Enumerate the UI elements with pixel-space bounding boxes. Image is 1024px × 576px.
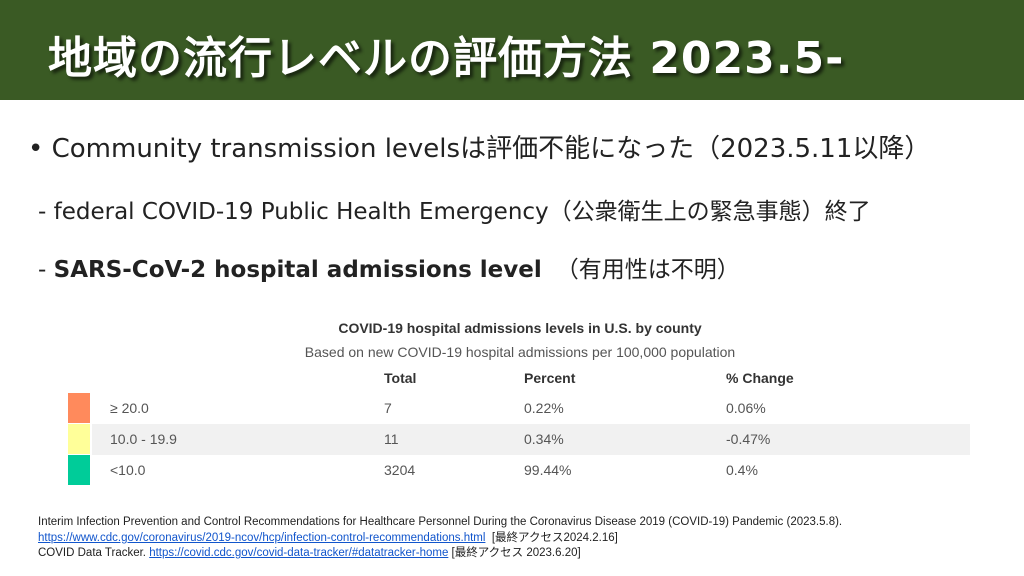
bullet-phe-end: - federal COVID-19 Public Health Emergen…: [38, 199, 871, 225]
ref2-text: COVID Data Tracker.: [38, 547, 150, 559]
cell-percent: 0.22%: [524, 400, 564, 416]
cell-percent: 99.44%: [524, 462, 572, 478]
level-swatch-medium: [68, 424, 90, 454]
table-row: [92, 424, 970, 455]
references: Interim Infection Prevention and Control…: [38, 515, 988, 562]
cell-percent: 0.34%: [524, 431, 564, 447]
title-bar: 地域の流行レベルの評価方法 2023.5-: [0, 0, 1024, 100]
slide-title: 地域の流行レベルの評価方法 2023.5-: [48, 33, 845, 84]
bullet-suffix: （有用性は不明）: [555, 257, 740, 283]
bullet-prefix: -: [38, 257, 54, 283]
bullet-community-levels: • Community transmission levelsは評価不能になった…: [28, 134, 931, 164]
table-row: [68, 393, 970, 424]
ref1-link[interactable]: https://www.cdc.gov/coronavirus/2019-nco…: [38, 531, 486, 544]
cell-change: -0.47%: [726, 431, 771, 447]
ref1-text: Interim Infection Prevention and Control…: [38, 516, 843, 528]
level-swatch-low: [68, 455, 90, 485]
cell-change: 0.4%: [726, 462, 758, 478]
bullet-bold: SARS-CoV-2 hospital admissions level: [53, 257, 542, 283]
cell-total: 3204: [384, 462, 416, 478]
header-percent: Percent: [524, 370, 576, 386]
cell-level: ≥ 20.0: [110, 400, 149, 416]
bullet-hospital-admissions: - SARS-CoV-2 hospital admissions level （有…: [38, 250, 740, 284]
header-change: % Change: [726, 370, 794, 386]
ref2-link[interactable]: https://covid.cdc.gov/covid-data-tracker…: [149, 547, 449, 559]
table-row: [68, 455, 970, 486]
table-title: COVID-19 hospital admissions levels in U…: [338, 320, 702, 336]
cell-total: 11: [384, 431, 399, 447]
ref1-access: [最終アクセス2024.2.16]: [485, 531, 618, 544]
cell-level: <10.0: [110, 462, 146, 478]
header-total: Total: [384, 370, 417, 386]
level-swatch-high: [68, 393, 90, 423]
cell-change: 0.06%: [726, 400, 766, 416]
table-subtitle: Based on new COVID-19 hospital admission…: [304, 344, 736, 360]
cell-level: 10.0 - 19.9: [110, 431, 177, 447]
ref2-access: [最終アクセス 2023.6.20]: [448, 547, 581, 559]
cell-total: 7: [384, 400, 392, 416]
